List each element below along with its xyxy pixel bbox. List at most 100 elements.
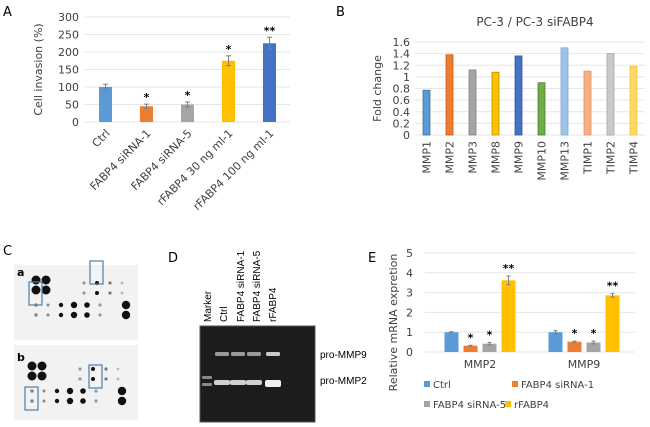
- significance-marker: *: [185, 89, 191, 102]
- legend-swatch: [512, 381, 518, 387]
- array-spot: [42, 389, 46, 393]
- legend-label: rFABP4: [514, 400, 549, 411]
- lane-label: rFABP4: [268, 287, 279, 322]
- bar: [263, 43, 276, 122]
- bar: [468, 69, 477, 136]
- y-axis-title: Relative mRNA expretion: [387, 254, 400, 392]
- bar: [444, 332, 459, 352]
- array-spot: [82, 291, 86, 295]
- array-spot: [58, 312, 64, 318]
- gel-band: [265, 380, 281, 387]
- x-tick-label: MMP2: [464, 358, 497, 371]
- array-spot: [94, 399, 98, 403]
- legend-swatch: [424, 401, 430, 407]
- significance-marker: *: [468, 331, 474, 344]
- array-spot: [117, 396, 127, 406]
- gel: [199, 325, 316, 423]
- array-spot: [31, 285, 41, 295]
- gel-band: [215, 352, 229, 356]
- x-tick-label: TIMP1: [582, 141, 595, 175]
- array-spot: [116, 377, 120, 381]
- array-spot: [80, 398, 86, 404]
- panel-label-d: D: [168, 251, 178, 266]
- legend-swatch: [505, 401, 511, 407]
- array-spot: [41, 285, 51, 295]
- y-tick-label: 1.6: [393, 36, 411, 49]
- x-tick-label: MMP8: [490, 141, 503, 174]
- y-tick-label: 300: [58, 11, 79, 24]
- array-a: a: [14, 260, 138, 340]
- gel-band: [202, 383, 212, 386]
- highlight-box: [28, 281, 43, 306]
- bar: [491, 71, 500, 136]
- y-tick-label: 4: [406, 267, 413, 280]
- array-spot: [27, 371, 37, 381]
- array-spot: [94, 389, 98, 393]
- array-spot: [98, 313, 102, 317]
- array-spot: [70, 301, 78, 309]
- gel-band: [246, 380, 262, 385]
- bar: [445, 54, 454, 136]
- x-tick-label: MMP9: [513, 141, 526, 174]
- array-spot: [98, 303, 102, 307]
- chart-b-fold-change: PC-3 / PC-3 siFABP4 00.20.40.60.811.21.41…: [371, 15, 645, 181]
- array-spot: [78, 367, 82, 371]
- array-spot: [104, 367, 108, 371]
- x-tick-label: TIMP4: [628, 141, 641, 175]
- bar: [501, 280, 516, 352]
- array-spot: [91, 377, 95, 381]
- y-tick-label: 150: [58, 64, 79, 77]
- gel-band: [202, 376, 212, 379]
- y-tick-label: 250: [58, 29, 79, 42]
- array-a-label: a: [17, 266, 24, 279]
- array-b: b: [14, 345, 138, 420]
- bar: [222, 60, 235, 122]
- array-a-membrane: [14, 265, 138, 340]
- y-tick-label: 0.4: [393, 106, 411, 119]
- array-spot: [78, 377, 82, 381]
- array-spot: [37, 361, 47, 371]
- x-tick-label: MMP3: [467, 141, 480, 174]
- array-spot: [54, 398, 60, 404]
- significance-marker: **: [264, 24, 276, 37]
- array-spot: [46, 313, 50, 317]
- gel-band: [247, 352, 261, 356]
- array-spot: [37, 371, 47, 381]
- gel-band: [230, 380, 246, 385]
- x-tick-label: rFABP4 100 ng ml-1: [191, 127, 277, 213]
- significance-marker: *: [591, 327, 597, 340]
- significance-marker: *: [226, 43, 232, 56]
- y-tick-label: 1.4: [393, 48, 411, 61]
- lane-label: Ctrl: [219, 306, 230, 322]
- significance-marker: **: [607, 280, 619, 293]
- array-spot: [30, 389, 34, 393]
- y-tick-label: 100: [58, 81, 79, 94]
- bar: [606, 53, 615, 136]
- y-tick-label: 0: [403, 129, 410, 142]
- y-tick-label: 0: [406, 346, 413, 359]
- array-spot: [70, 311, 78, 319]
- highlight-box: [89, 260, 104, 285]
- array-spot: [82, 281, 86, 285]
- panel-label-a: A: [3, 5, 12, 20]
- legend-swatch: [424, 381, 430, 387]
- y-tick-label: 1: [406, 326, 413, 339]
- panel-label-b: B: [336, 5, 345, 20]
- highlight-box: [24, 386, 39, 411]
- x-tick-label: rFABP4 30 ng ml-1: [154, 127, 235, 208]
- lane-label: FABP4 siRNA-5: [252, 250, 263, 322]
- bar: [514, 55, 523, 136]
- x-tick-label: MMP9: [568, 358, 601, 371]
- legend-label: FABP4 siRNA-5: [433, 400, 506, 411]
- array-spot: [91, 367, 95, 371]
- y-tick-label: 5: [406, 247, 413, 260]
- y-axis-title: Cell invasion (%): [32, 23, 45, 115]
- bar: [99, 87, 112, 122]
- x-tick-label: MMP1: [421, 141, 434, 174]
- panel-d-zymography: Marker Ctrl FABP4 siRNA-1 FABP4 siRNA-5 rFAB…: [199, 250, 367, 423]
- chart-a-cell-invasion: 0 50 100 150 200 250 300 Cell invasion (%) Ctrl *…: [32, 11, 290, 213]
- panel-label-c: C: [3, 244, 12, 259]
- y-tick-label: 1.2: [393, 59, 411, 72]
- array-spot: [42, 399, 46, 403]
